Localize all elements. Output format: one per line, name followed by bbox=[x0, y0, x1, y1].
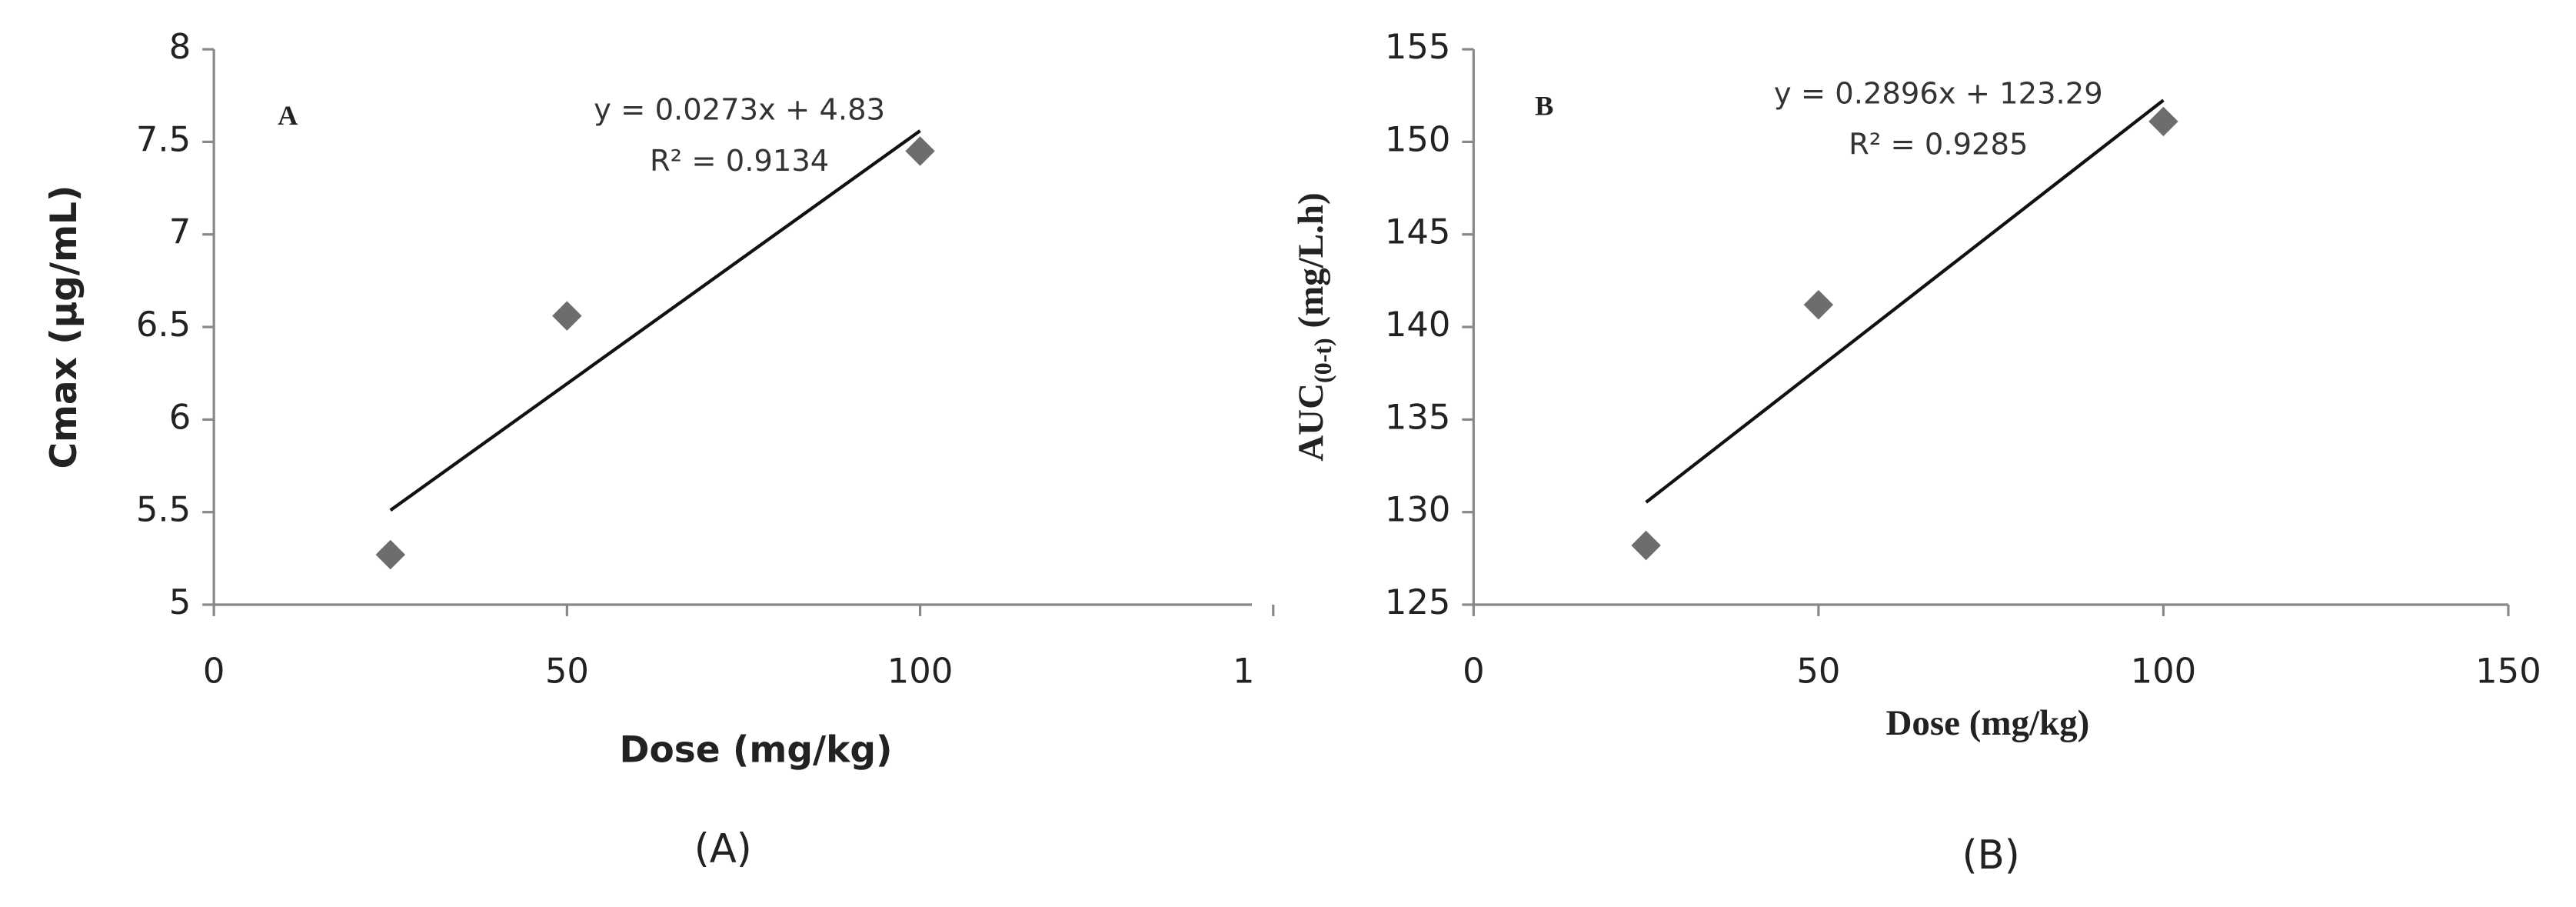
x-axis-title: Dose (mg/kg) bbox=[620, 729, 893, 772]
r-squared: R² = 0.9285 bbox=[1849, 128, 2028, 162]
panel-label: A bbox=[278, 100, 298, 131]
y-tick-label: 8 bbox=[169, 26, 191, 67]
y-tick-label: 7 bbox=[169, 212, 191, 252]
y-tick-label: 135 bbox=[1385, 396, 1451, 437]
equation: y = 0.0273x + 4.83 bbox=[594, 93, 885, 128]
trendline bbox=[389, 129, 921, 512]
equation: y = 0.2896x + 123.29 bbox=[1774, 76, 2103, 111]
x-tick-label: 100 bbox=[887, 651, 954, 692]
x-tick-label: 1 bbox=[1233, 651, 1255, 692]
y-tick-label: 150 bbox=[1385, 118, 1451, 159]
x-axis-title: Dose (mg/kg) bbox=[1885, 703, 2089, 743]
x-tick-label: 50 bbox=[1796, 651, 1840, 692]
y-tick-label: 140 bbox=[1385, 304, 1451, 345]
y-axis-title-main: Cmax (µg/mL) bbox=[42, 185, 85, 469]
x-tick-label: 0 bbox=[1463, 651, 1485, 692]
x-tick-label: 150 bbox=[2475, 651, 2541, 692]
marker bbox=[2148, 106, 2178, 137]
y-tick-label: 5 bbox=[169, 582, 191, 622]
y-axis-title-main: AUC bbox=[1291, 383, 1331, 462]
marker bbox=[905, 136, 935, 166]
y-axis-title: Cmax (µg/mL) bbox=[42, 185, 85, 469]
y-axis-title: AUC(0-t) (mg/L.h) bbox=[1291, 192, 1337, 461]
y-axis-title-sub: (0-t) bbox=[1309, 338, 1336, 383]
marker bbox=[1803, 289, 1834, 320]
x-tick-label: 50 bbox=[545, 651, 589, 692]
trendline bbox=[1645, 98, 2165, 504]
y-tick-label: 6 bbox=[169, 396, 191, 437]
x-tick-label: 0 bbox=[203, 651, 225, 692]
caption: (B) bbox=[1962, 832, 2020, 879]
y-axis-title-unit: (mg/L.h) bbox=[1291, 192, 1331, 328]
r-squared: R² = 0.9134 bbox=[650, 144, 829, 178]
marker bbox=[375, 539, 405, 570]
y-tick-label: 145 bbox=[1385, 212, 1451, 252]
y-tick-label: 7.5 bbox=[136, 118, 191, 159]
caption: (A) bbox=[694, 825, 752, 872]
y-tick-label: 155 bbox=[1385, 26, 1451, 67]
y-tick-label: 125 bbox=[1385, 582, 1451, 622]
marker bbox=[552, 301, 582, 331]
x-tick-label: 100 bbox=[2131, 651, 2197, 692]
y-tick-label: 130 bbox=[1385, 489, 1451, 530]
y-tick-label: 5.5 bbox=[136, 489, 191, 530]
panel-label: B bbox=[1535, 90, 1553, 121]
marker bbox=[1631, 530, 1661, 561]
y-tick-label: 6.5 bbox=[136, 304, 191, 345]
